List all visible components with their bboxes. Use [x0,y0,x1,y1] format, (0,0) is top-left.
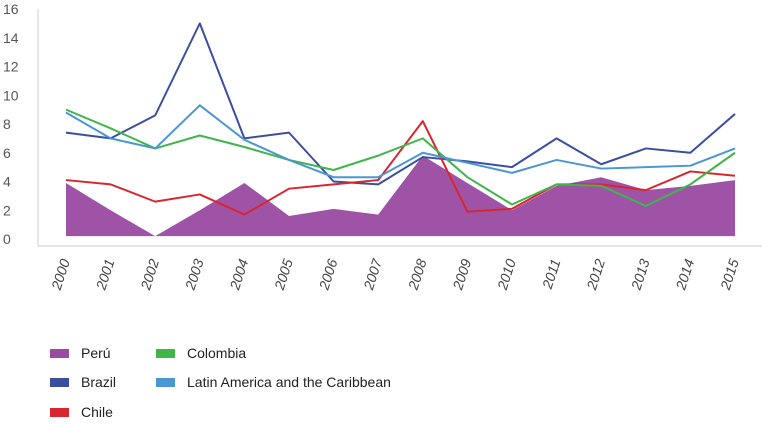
x-tick-label: 2014 [672,257,697,293]
series-line-chile [65,120,736,216]
line-layer [65,22,736,216]
x-tick-label: 2004 [226,257,251,293]
series-line-colombia [65,108,736,207]
y-tick-labels: 0 2 4 6 8 10 12 14 16 [3,1,19,247]
series-line-brazil [65,22,736,186]
x-tick-label: 2010 [494,257,519,293]
x-tick-label: 2000 [48,257,73,293]
y-tick-label: 6 [3,145,11,161]
x-tick-label: 2005 [271,257,296,293]
y-tick-label: 8 [3,116,11,132]
x-tick-label: 2011 [539,257,564,292]
y-tick-label: 4 [3,174,11,190]
series-line-latin [65,104,736,179]
x-tick-label: 2001 [92,257,117,293]
x-tick-label: 2009 [449,257,474,293]
x-tick-label: 2012 [583,257,608,293]
x-tick-label: 2002 [137,257,162,293]
x-tick-label: 2007 [360,256,386,293]
y-tick-label: 10 [3,87,19,103]
x-tick-labels: 2000 2001 2002 2003 2004 2005 2006 2007 2008 2009… [48,256,742,293]
y-tick-label: 2 [3,202,11,218]
x-tick-label: 2003 [181,257,206,293]
x-tick-label: 2008 [404,257,429,293]
y-tick-label: 16 [3,1,19,17]
x-tick-label: 2015 [717,257,742,293]
y-tick-label: 12 [3,59,19,75]
axes-group [37,9,762,247]
area-layer [66,155,735,237]
x-tick-label: 2013 [627,257,652,293]
y-tick-label: 0 [3,231,11,247]
series-area-peru [66,155,735,237]
y-tick-label: 14 [3,30,19,46]
x-tick-label: 2006 [315,257,340,293]
